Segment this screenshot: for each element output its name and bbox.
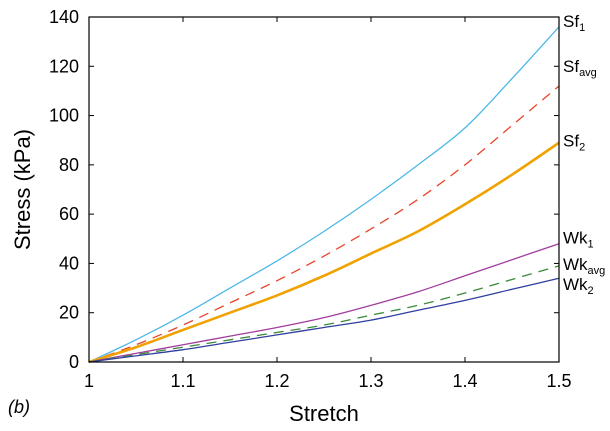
x-tick-label: 1.2 (264, 371, 289, 391)
y-tick-label: 100 (49, 106, 79, 126)
y-tick-label: 20 (59, 303, 79, 323)
y-tick-label: 60 (59, 204, 79, 224)
y-tick-label: 120 (49, 56, 79, 76)
y-axis-title: Stress (kPa) (10, 129, 35, 250)
series-line-sf2 (88, 141, 560, 364)
x-tick-label: 1.4 (452, 371, 477, 391)
y-tick-label: 140 (49, 7, 79, 27)
series-label-wk2: Wk2 (563, 275, 594, 297)
x-axis-title: Stretch (289, 401, 359, 426)
x-tick-label: 1.1 (170, 371, 195, 391)
y-tick-label: 0 (69, 352, 79, 372)
series-label-sfavg: Sfavg (563, 57, 597, 79)
series-line-sf1 (88, 26, 560, 363)
series-layer (88, 26, 560, 364)
y-tick-label: 40 (59, 253, 79, 273)
x-tick-label: 1.3 (358, 371, 383, 391)
series-label-sf2: Sf2 (563, 132, 585, 154)
panel-label: (b) (8, 397, 30, 417)
plot-frame (88, 16, 560, 363)
series-line-wk2 (88, 277, 560, 363)
series-line-wk1 (88, 243, 560, 363)
series-line-wkavg (88, 265, 560, 363)
ticks-layer: 1 1.1 1.2 1.3 1.4 1.5 0 20 40 60 80 100 120 140 (49, 7, 572, 391)
y-tick-label: 80 (59, 155, 79, 175)
series-label-sf1: Sf1 (563, 12, 585, 34)
x-tick-label: 1 (84, 371, 94, 391)
series-line-sfavg (88, 85, 560, 363)
series-label-wkavg: Wkavg (563, 255, 605, 277)
series-label-wk1: Wk1 (563, 229, 594, 251)
x-tick-label: 1.5 (546, 371, 571, 391)
